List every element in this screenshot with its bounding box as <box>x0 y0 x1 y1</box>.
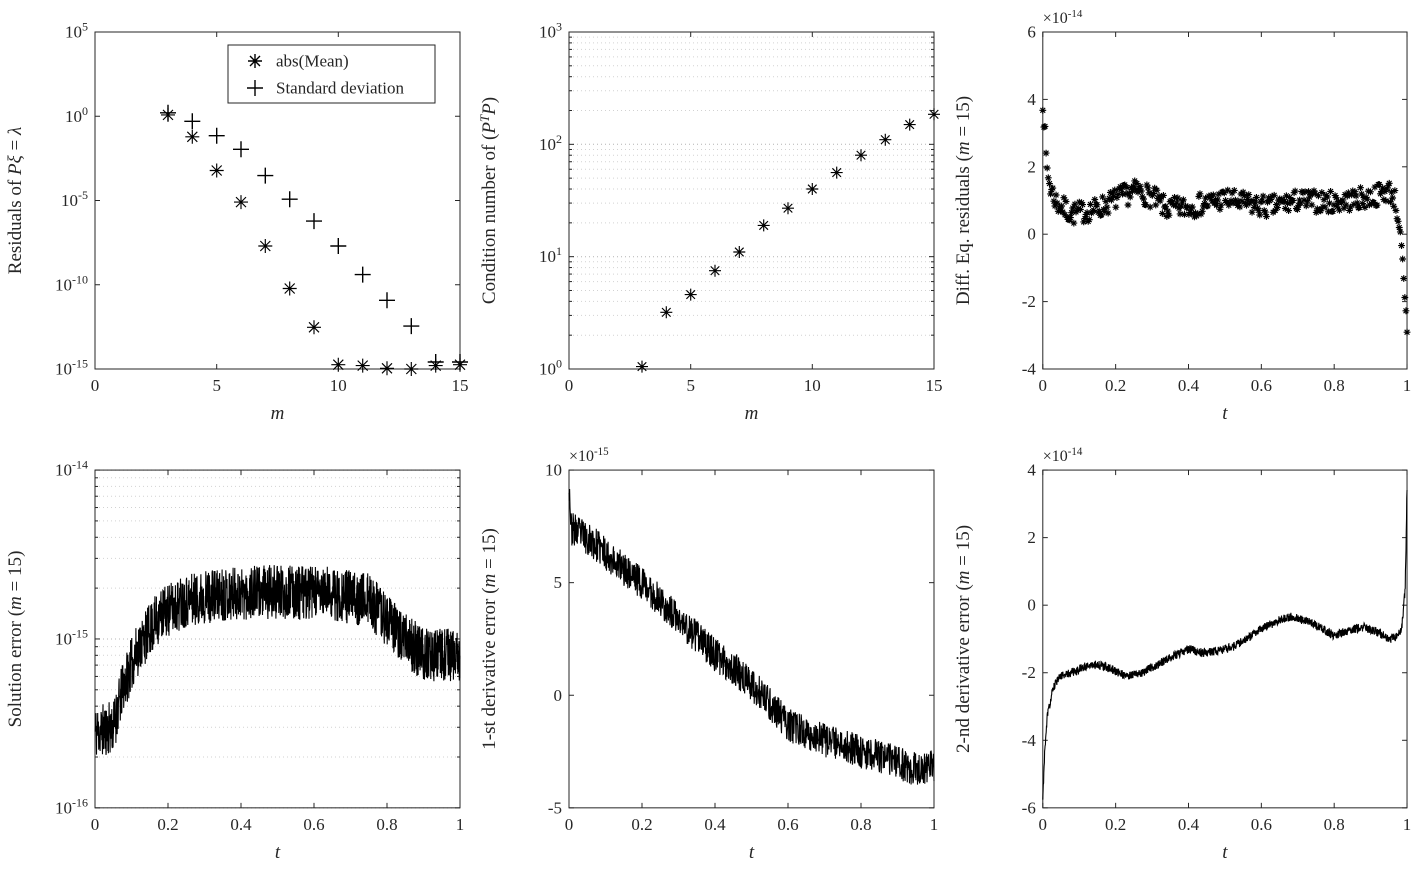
svg-text:15: 15 <box>926 376 943 395</box>
svg-text:5: 5 <box>554 573 562 592</box>
diffeq-residuals-chart: 0 0.2 0.4 0.6 0.8 1 -4 -2 0 2 4 6 ×10-14 t Diff. Eq. r… <box>953 8 1411 424</box>
second-derivative-error-chart: 0 0.2 0.4 0.6 0.8 1 -6 -4 -2 0 2 4 ×10-14 t 2-nd deriv… <box>953 446 1411 863</box>
svg-text:10: 10 <box>545 461 562 480</box>
svg-text:10-5: 10-5 <box>61 188 88 210</box>
svg-text:10-14: 10-14 <box>55 458 88 480</box>
svg-text:0: 0 <box>91 376 100 395</box>
svg-text:×10-14: ×10-14 <box>1043 8 1083 27</box>
svg-text:10-15: 10-15 <box>55 357 88 379</box>
svg-text:-4: -4 <box>1022 359 1037 378</box>
svg-text:m: m <box>745 403 759 424</box>
svg-text:0: 0 <box>565 376 574 395</box>
svg-text:-5: -5 <box>548 798 562 817</box>
svg-text:0.8: 0.8 <box>376 815 397 834</box>
svg-text:×10-15: ×10-15 <box>569 446 609 465</box>
svg-text:0.4: 0.4 <box>1178 376 1200 395</box>
svg-text:4: 4 <box>1027 461 1036 480</box>
subplot-residuals-of-p-xi: 0 5 10 15 105 100 10-5 10-10 10-15 m Residuals of … <box>0 0 474 438</box>
svg-text:0: 0 <box>554 686 562 705</box>
subplot-second-derivative-error: 0 0.2 0.4 0.6 0.8 1 -6 -4 -2 0 2 4 ×10-14 t 2-nd deriv… <box>948 438 1421 877</box>
svg-text:t: t <box>1222 403 1228 424</box>
svg-text:m: m <box>271 403 285 424</box>
svg-text:×10-14: ×10-14 <box>1043 446 1083 465</box>
svg-text:5: 5 <box>686 376 695 395</box>
svg-text:0: 0 <box>1039 815 1047 834</box>
svg-text:-6: -6 <box>1022 798 1036 817</box>
svg-text:0.2: 0.2 <box>1105 376 1126 395</box>
svg-text:0: 0 <box>1027 225 1035 244</box>
svg-text:0.8: 0.8 <box>1324 815 1345 834</box>
svg-text:Solution error (m = 15): Solution error (m = 15) <box>5 551 26 728</box>
subplot-diffeq-residuals: 0 0.2 0.4 0.6 0.8 1 -4 -2 0 2 4 6 ×10-14 t Diff. Eq. r… <box>948 0 1421 438</box>
svg-text:0.6: 0.6 <box>777 815 798 834</box>
svg-text:100: 100 <box>539 357 562 379</box>
svg-text:10-10: 10-10 <box>55 272 88 294</box>
svg-text:0: 0 <box>1027 596 1035 615</box>
svg-text:1: 1 <box>930 815 938 834</box>
svg-text:2: 2 <box>1027 157 1035 176</box>
svg-text:t: t <box>1222 842 1228 863</box>
svg-text:10: 10 <box>330 376 347 395</box>
svg-text:Diff. Eq. residuals (m = 15): Diff. Eq. residuals (m = 15) <box>953 96 974 305</box>
svg-text:101: 101 <box>539 244 562 266</box>
svg-text:10-15: 10-15 <box>55 626 88 648</box>
svg-text:0.2: 0.2 <box>157 815 178 834</box>
svg-text:-2: -2 <box>1022 292 1036 311</box>
svg-text:0.4: 0.4 <box>704 815 726 834</box>
residuals-chart: 0 5 10 15 105 100 10-5 10-10 10-15 m Residuals of … <box>5 20 469 425</box>
svg-text:10-16: 10-16 <box>55 795 88 817</box>
svg-text:4: 4 <box>1027 90 1036 109</box>
svg-text:0: 0 <box>1039 376 1047 395</box>
subplot-solution-error: 0 0.2 0.4 0.6 0.8 1 10-14 10-15 10-16 t Solution e… <box>0 438 474 877</box>
svg-text:15: 15 <box>452 376 469 395</box>
svg-text:abs(Mean): abs(Mean) <box>276 52 349 71</box>
svg-text:0: 0 <box>565 815 573 834</box>
svg-text:0.2: 0.2 <box>1105 815 1126 834</box>
svg-text:0.2: 0.2 <box>631 815 652 834</box>
svg-text:6: 6 <box>1027 22 1035 41</box>
svg-text:0: 0 <box>91 815 99 834</box>
svg-text:1: 1 <box>1403 376 1411 395</box>
svg-text:0.4: 0.4 <box>230 815 252 834</box>
solution-error-chart: 0 0.2 0.4 0.6 0.8 1 10-14 10-15 10-16 t Solution e… <box>5 458 464 863</box>
svg-text:t: t <box>749 842 755 863</box>
condition-number-chart: 0 5 10 15 100 101 102 103 m Condition number of (… <box>477 20 943 425</box>
svg-text:t: t <box>275 842 281 863</box>
svg-text:1: 1 <box>456 815 464 834</box>
subplot-first-derivative-error: 0 0.2 0.4 0.6 0.8 1 -5 0 5 10 ×10-15 t 1-st derivati… <box>474 438 948 877</box>
svg-text:-4: -4 <box>1022 731 1037 750</box>
svg-text:100: 100 <box>65 104 88 126</box>
svg-text:1: 1 <box>1403 815 1411 834</box>
svg-text:Standard deviation: Standard deviation <box>276 79 404 98</box>
subplot-condition-number: 0 5 10 15 100 101 102 103 m Condition number of (… <box>474 0 948 438</box>
svg-text:2-nd derivative error (m = 15): 2-nd derivative error (m = 15) <box>953 525 974 753</box>
svg-text:0.6: 0.6 <box>303 815 324 834</box>
svg-text:0.6: 0.6 <box>1251 815 1272 834</box>
svg-text:5: 5 <box>212 376 221 395</box>
svg-text:0.8: 0.8 <box>850 815 871 834</box>
svg-text:105: 105 <box>65 20 88 42</box>
svg-text:1-st derivative error (m = 15): 1-st derivative error (m = 15) <box>479 528 500 750</box>
svg-text:0.6: 0.6 <box>1251 376 1272 395</box>
svg-text:103: 103 <box>539 20 562 42</box>
svg-text:Residuals of Pξ = λ: Residuals of Pξ = λ <box>5 127 26 274</box>
svg-text:2: 2 <box>1027 528 1035 547</box>
svg-text:0.4: 0.4 <box>1178 815 1200 834</box>
svg-text:Condition number of (PTP): Condition number of (PTP) <box>477 97 500 304</box>
svg-text:10: 10 <box>804 376 821 395</box>
svg-text:102: 102 <box>539 132 562 154</box>
svg-text:0.8: 0.8 <box>1324 376 1345 395</box>
svg-text:-2: -2 <box>1022 663 1036 682</box>
